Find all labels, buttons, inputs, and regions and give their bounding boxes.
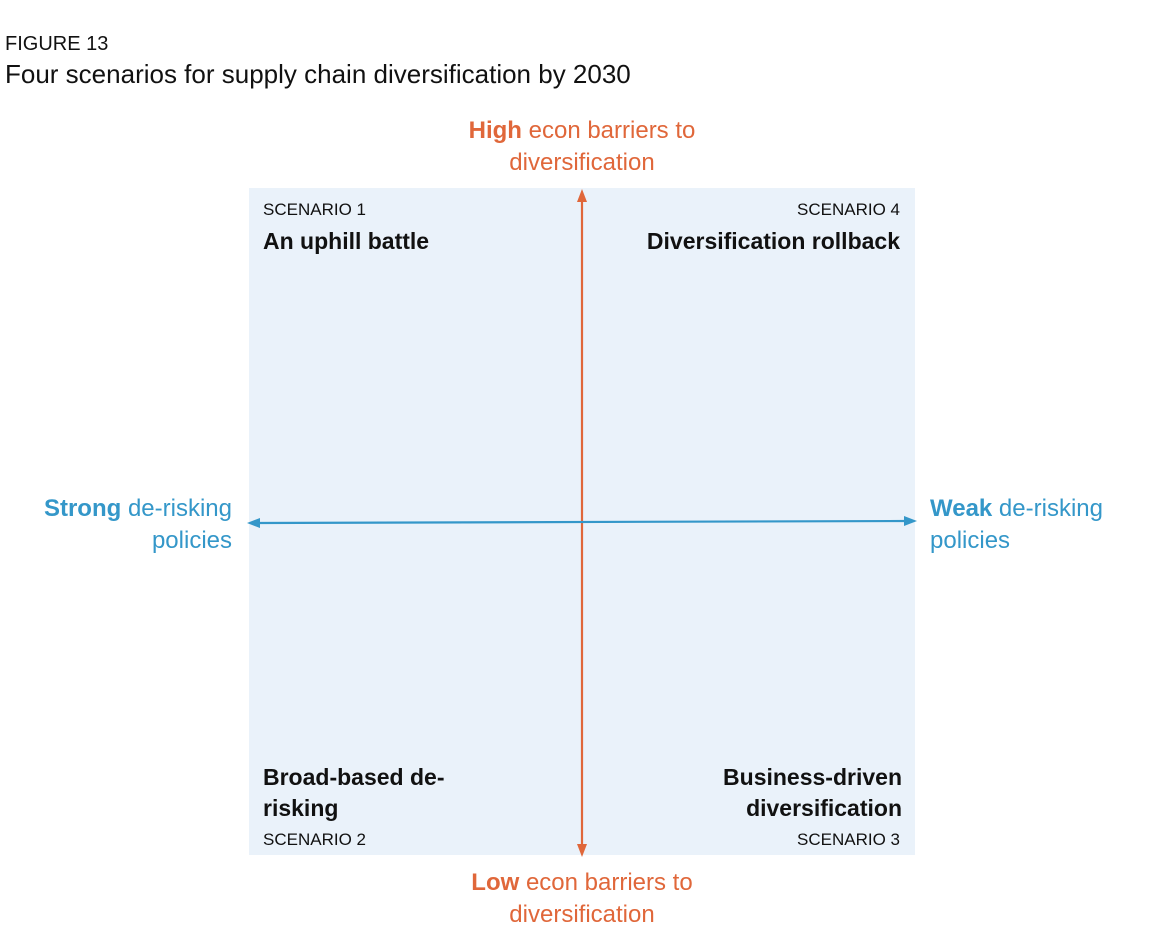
axis-label-top-bold: High [468,117,522,144]
axis-label-left: Strong de-risking policies [30,493,232,557]
axis-label-right-text: de-risking policies [930,495,1103,554]
scenario-2-name: Broad-based de-risking [263,764,445,821]
horizontal-axis-arrow-right [904,516,917,526]
axis-label-bottom-text: econ barriers to diversification [509,869,693,928]
scenario-4-number: SCENARIO 4 [797,200,900,219]
axis-label-bottom: Low econ barriers to diversification [452,867,712,931]
axis-label-top: High econ barriers to diversification [462,115,702,179]
horizontal-axis-arrow-left [247,518,260,528]
axis-label-left-text: de-risking policies [121,495,232,554]
vertical-axis-arrow-up [577,189,587,202]
axis-label-right: Weak de-risking policies [930,493,1140,557]
axis-label-left-bold: Strong [43,495,122,522]
axis-label-bottom-bold: Low [471,869,520,896]
figure-label: FIGURE 13 [5,33,109,55]
scenario-1-name: An uphill battle [263,228,430,254]
scenario-3-number: SCENARIO 3 [797,830,900,849]
scenario-4-name: Diversification rollback [646,228,900,254]
scenario-3-name: Business-driven diversification [723,764,902,821]
axis-label-top-text: econ barriers to diversification [509,117,696,176]
axis-label-right-bold: Weak [930,495,993,522]
vertical-axis-arrow-down [577,844,587,857]
figure-title: Four scenarios for supply chain diversif… [5,59,631,89]
horizontal-axis-line [257,519,907,525]
scenario-2-number: SCENARIO 2 [263,830,366,849]
scenario-1-number: SCENARIO 1 [263,200,366,219]
